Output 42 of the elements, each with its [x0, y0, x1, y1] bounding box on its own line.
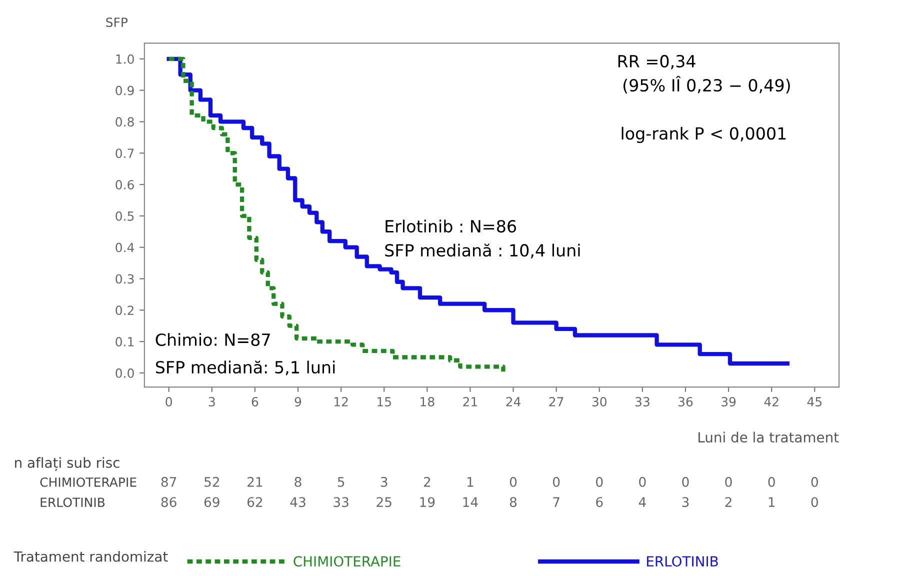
x-tick-label: 21 [463, 397, 478, 406]
x-tick-label: 12 [334, 397, 348, 406]
x-tick-label: 24 [506, 397, 521, 406]
x-tick-label: 39 [722, 397, 736, 406]
y-tick-label: 0.4 [116, 242, 134, 252]
x-tick-label: 18 [420, 397, 434, 406]
x-axis-title: Luni de la tratament [698, 432, 839, 443]
y-tick-label: 0.9 [116, 86, 134, 96]
y-tick-label: 0.5 [116, 211, 134, 221]
x-tick-label: 45 [807, 397, 822, 406]
y-tick-label: 1.0 [116, 54, 134, 64]
y-tick-label: 0.6 [116, 180, 134, 190]
y-tick-label: 0.1 [116, 337, 134, 346]
y-tick-label: 0.7 [116, 148, 134, 158]
x-tick-label: 27 [549, 397, 564, 406]
text: n aflați sub risc [15, 457, 120, 472]
text: ERLOTINIB [647, 556, 718, 567]
annotation: Erlotinib : N=86 [386, 220, 516, 233]
annotation: log-rank P < 0,0001 [622, 126, 786, 143]
annotation: RR =0,34 [618, 54, 696, 70]
annotation: Chimio: N=87 [156, 333, 270, 346]
text: CHIMIOTERAPIE 87 52 21 8 5 3 2 1 0 0 0 0 0 0 0 0 [40, 476, 818, 487]
x-tick-label: 36 [678, 397, 693, 406]
annotation: (95% IÎ 0,23 − 0,49) [624, 76, 790, 94]
x-tick-label: 42 [764, 397, 778, 406]
x-tick-label: 33 [635, 397, 650, 406]
x-tick-label: 6 [252, 397, 258, 406]
annotation: SFP mediană : 10,4 luni [385, 244, 580, 258]
y-tick-label: 0.8 [116, 117, 134, 127]
annotation: SFP mediană: 5,1 luni [156, 360, 335, 376]
text: ERLOTINIB 86 69 62 43 33 25 19 14 8 7 6 4 3 2 1 0 [40, 497, 818, 508]
x-tick-label: 9 [294, 397, 302, 406]
x-tick-label: 15 [378, 397, 391, 406]
x-tick-label: 30 [592, 397, 606, 406]
x-tick-label: 0 [166, 397, 172, 406]
x-tick-label: 3 [208, 397, 215, 406]
y-tick-label: 0.0 [116, 368, 134, 378]
legend-title: Tratament randomizat [14, 551, 168, 562]
y-axis-title: SFP [106, 18, 128, 28]
y-tick-label: 0.2 [116, 306, 134, 316]
y-tick-label: 0.3 [116, 274, 134, 284]
text: CHIMIOTERAPIE [294, 556, 400, 567]
